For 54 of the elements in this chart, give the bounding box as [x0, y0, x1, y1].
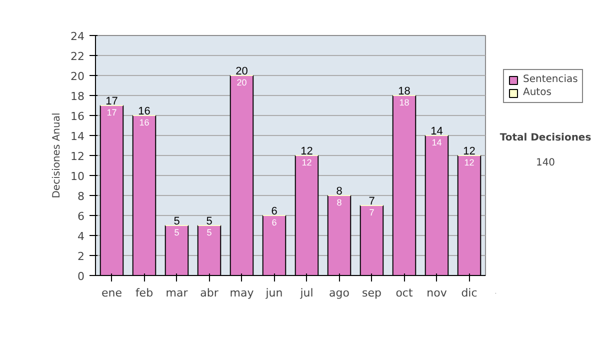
total-label: 18 — [398, 86, 410, 98]
y-tick-label: 10 — [70, 170, 85, 183]
x-tick-label: oct — [396, 286, 414, 300]
y-tick-label: 8 — [78, 190, 84, 203]
data-label: 5 — [174, 228, 180, 238]
data-label: 14 — [432, 138, 442, 148]
y-tick-label: 4 — [78, 230, 84, 243]
text: 140 — [536, 158, 556, 168]
y-tick-label: 16 — [70, 110, 85, 123]
x-tick-label: dic — [461, 286, 478, 300]
y-tick-label: 14 — [70, 130, 85, 143]
legend-label: Autos — [523, 87, 552, 98]
y-tick-label: 6 — [78, 210, 84, 223]
y-tick-label: 18 — [70, 90, 85, 103]
data-label: 6 — [272, 218, 277, 228]
data-label: 8 — [336, 198, 342, 208]
y-tick-label: 2 — [78, 250, 84, 263]
x-tick-label: nov — [426, 286, 448, 300]
data-label: 16 — [139, 118, 150, 128]
y-tick-label: 22 — [70, 50, 85, 63]
data-label: 5 — [206, 228, 212, 238]
data-label: 7 — [369, 208, 374, 218]
y-tick-label: 12 — [70, 150, 85, 163]
data-label: 20 — [236, 78, 247, 88]
x-tick-label: jul — [299, 286, 314, 300]
total-label: 6 — [271, 206, 278, 218]
total-label: 5 — [174, 216, 180, 228]
x-tick-label: sep — [362, 286, 382, 300]
x-tick-label: mar — [166, 286, 188, 300]
total-label: 12 — [463, 146, 476, 158]
total-label: 20 — [236, 66, 248, 78]
total-label: 7 — [368, 196, 375, 208]
total-label: 5 — [206, 216, 212, 228]
data-label: 18 — [399, 98, 410, 108]
y-tick-label: 0 — [78, 270, 84, 283]
text: Total Decisiones — [500, 132, 592, 144]
total-label: 8 — [336, 186, 342, 198]
y-tick-label: 20 — [70, 70, 85, 83]
total-label: 16 — [138, 106, 150, 118]
data-label: 12 — [302, 158, 312, 168]
total-label: 14 — [430, 126, 443, 138]
total-label: 12 — [300, 146, 313, 158]
data-label: 17 — [106, 108, 117, 118]
x-tick-label: ene — [101, 286, 122, 300]
legend-label: Sentencias — [523, 74, 578, 85]
y-axis-title: Decisiones Anual — [52, 112, 63, 198]
x-tick-label: abr — [200, 286, 219, 300]
data-label: 12 — [464, 158, 474, 168]
total-label: 17 — [106, 96, 118, 108]
x-tick-label: ago — [329, 286, 350, 300]
x-tick-label: jun — [264, 286, 283, 300]
y-tick-label: 24 — [70, 30, 85, 43]
x-tick-label: may — [230, 286, 254, 300]
x-tick-label: feb — [135, 286, 154, 300]
